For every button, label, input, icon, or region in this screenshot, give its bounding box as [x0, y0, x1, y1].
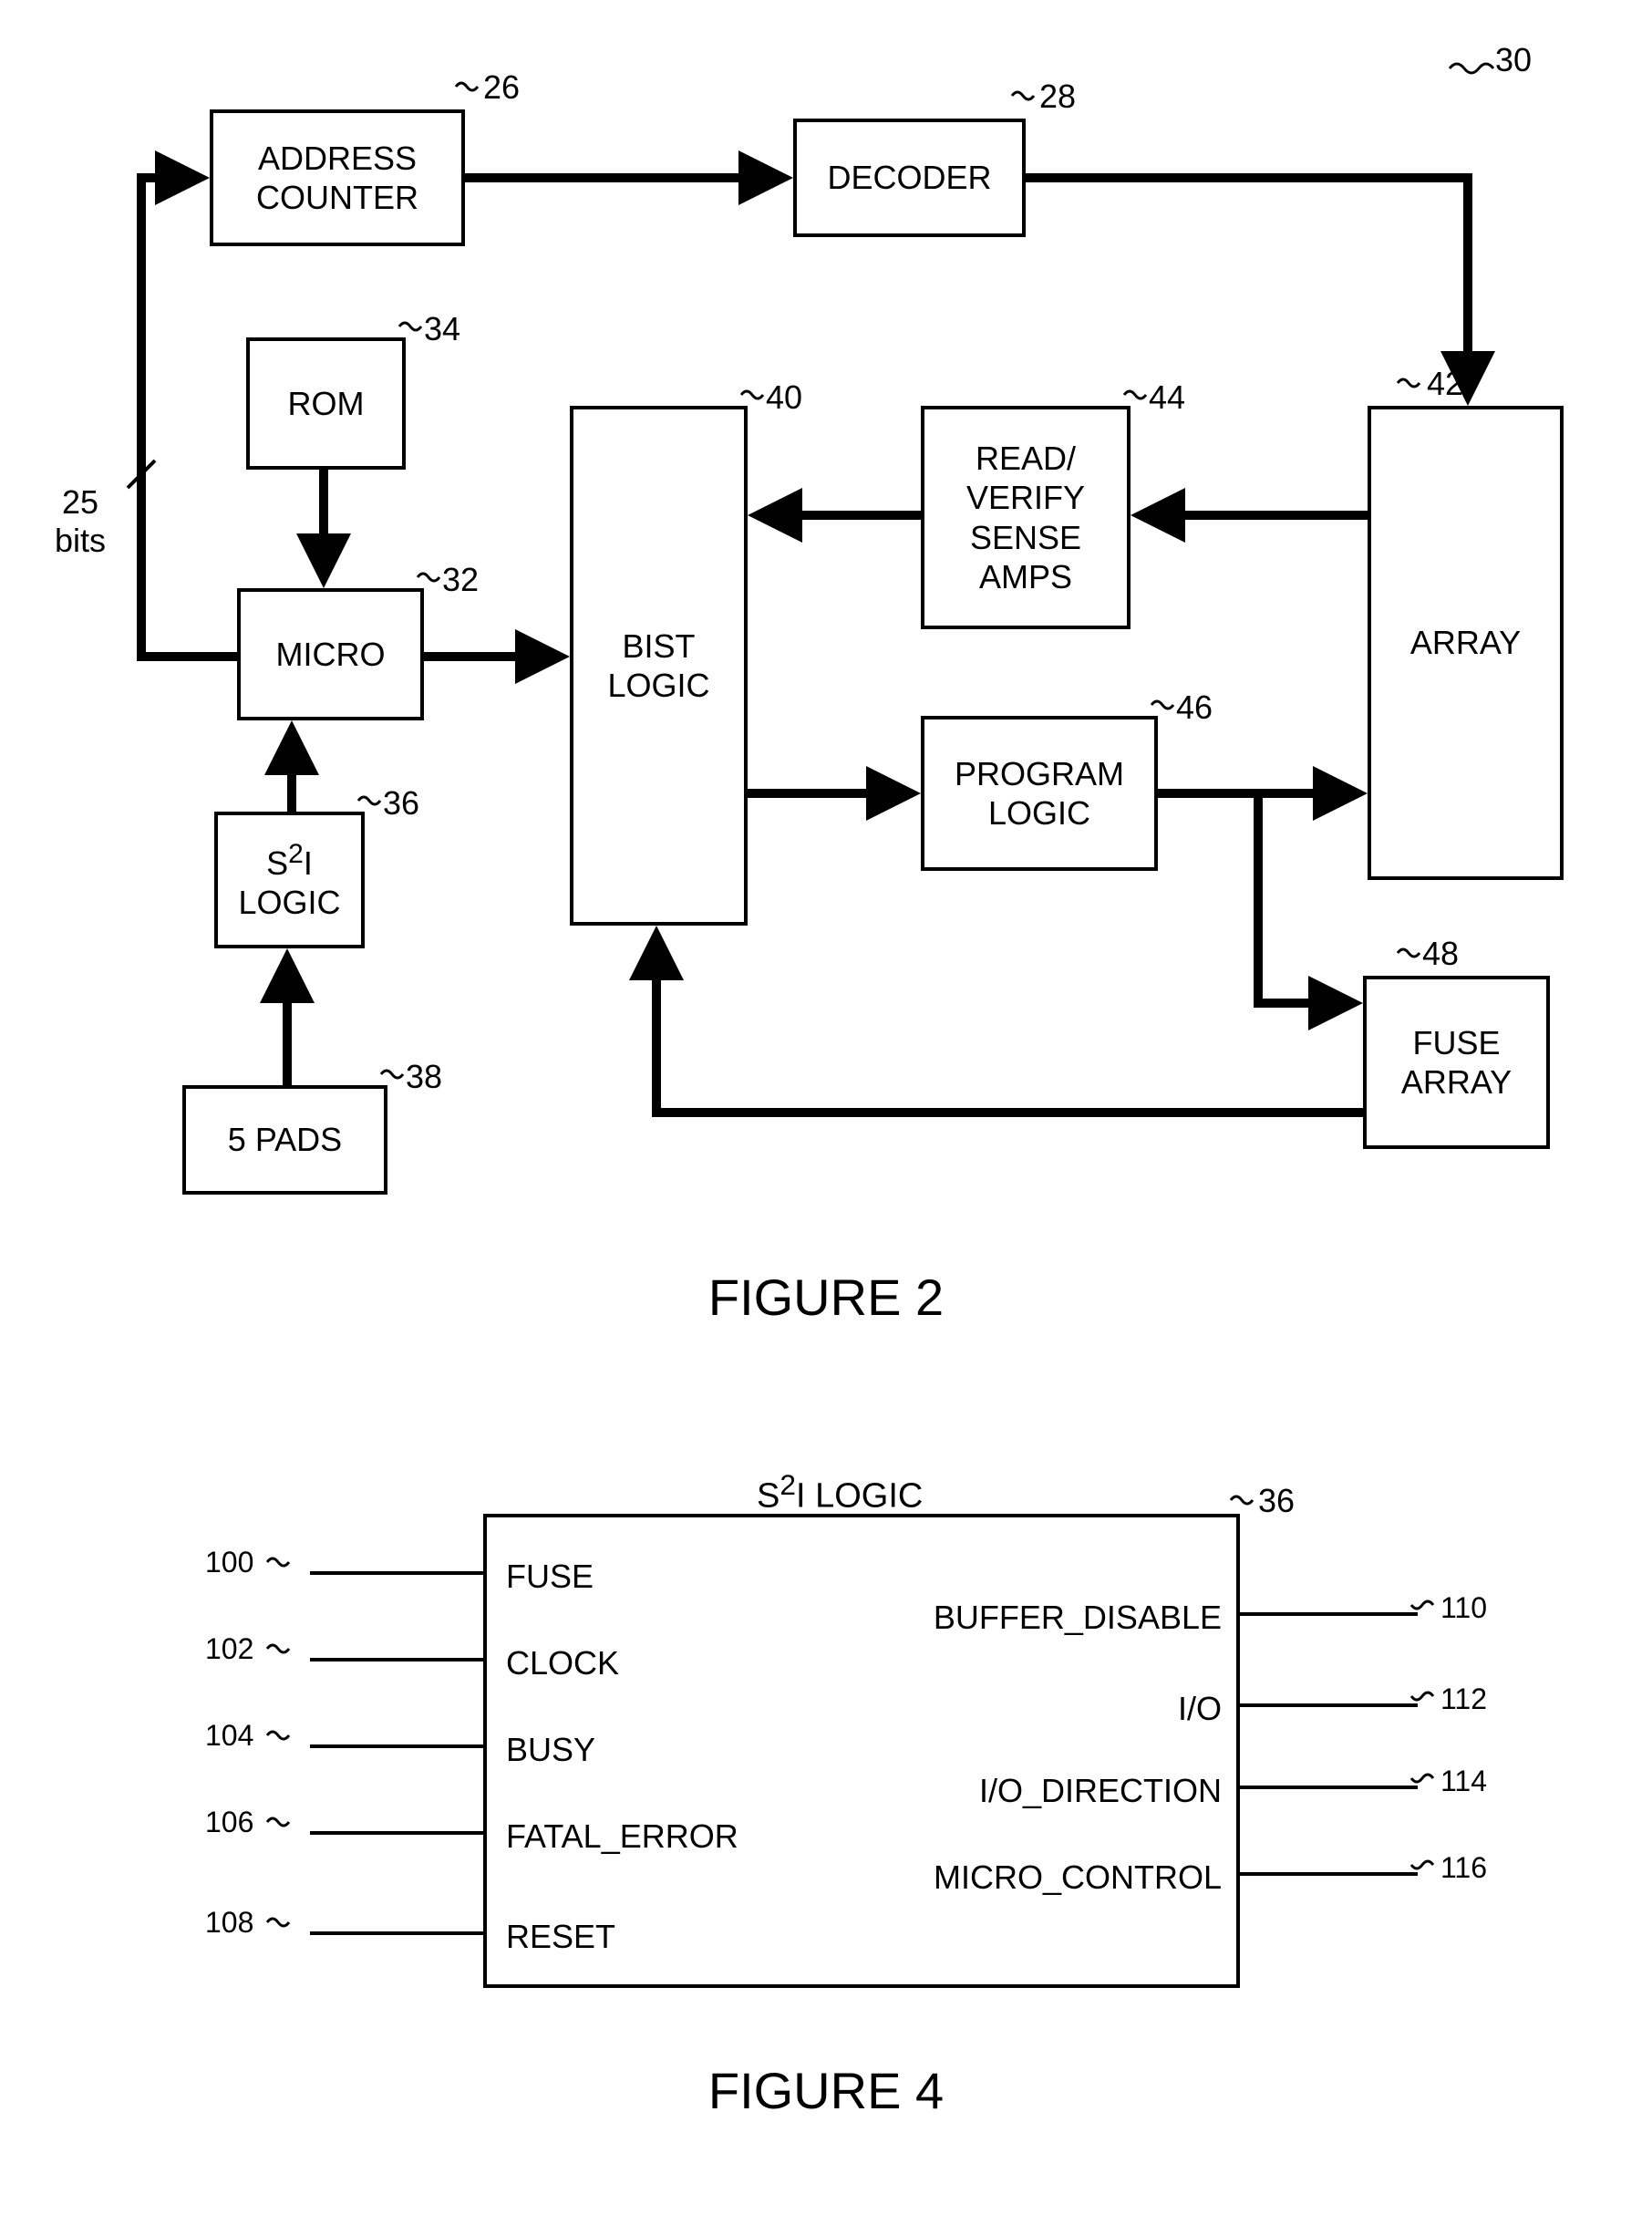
ref-36: 36: [383, 784, 419, 823]
block-five-pads: 5 PADS: [182, 1085, 387, 1195]
pin-io: I/O: [875, 1690, 1222, 1728]
pinnum-106: 106: [205, 1806, 253, 1839]
block-rom: ROM: [246, 337, 406, 470]
block-s2i-logic-fig4: [483, 1514, 1240, 1988]
ref-46: 46: [1176, 688, 1213, 727]
block-array: ARRAY: [1368, 406, 1564, 880]
block-read-verify: READ/ VERIFY SENSE AMPS: [921, 406, 1131, 629]
block-program-logic: PROGRAM LOGIC: [921, 716, 1158, 871]
page: ADDRESS COUNTER DECODER ROM MICRO S2ILOG…: [0, 0, 1652, 2236]
pin-clock: CLOCK: [506, 1644, 619, 1682]
ref-48: 48: [1422, 935, 1459, 973]
pin-busy: BUSY: [506, 1731, 595, 1769]
ref-40: 40: [766, 378, 802, 417]
block-s2i-logic: S2ILOGIC: [214, 812, 365, 948]
pin-reset: RESET: [506, 1918, 615, 1956]
block-micro: MICRO: [237, 588, 424, 720]
pinnum-104: 104: [205, 1719, 253, 1753]
pinnum-116: 116: [1440, 1851, 1487, 1885]
ref-30: 30: [1495, 41, 1532, 79]
pinnum-112: 112: [1440, 1682, 1487, 1716]
pin-buffer-disable: BUFFER_DISABLE: [875, 1599, 1222, 1637]
pin-io-direction: I/O_DIRECTION: [875, 1772, 1222, 1810]
block-decoder: DECODER: [793, 119, 1026, 237]
block-fuse-array: FUSE ARRAY: [1363, 976, 1550, 1149]
pinnum-100: 100: [205, 1546, 253, 1579]
block-bist-logic: BIST LOGIC: [570, 406, 748, 926]
s2i-label: S2ILOGIC: [238, 838, 340, 922]
pin-micro-control: MICRO_CONTROL: [875, 1858, 1222, 1897]
pinnum-110: 110: [1440, 1591, 1487, 1625]
pinnum-114: 114: [1440, 1765, 1487, 1798]
figure4-caption: FIGURE 4: [0, 2061, 1652, 2120]
ref-38: 38: [406, 1058, 442, 1096]
pinnum-102: 102: [205, 1632, 253, 1666]
pin-fatal-error: FATAL_ERROR: [506, 1817, 738, 1856]
ref-26: 26: [483, 68, 520, 107]
pin-fuse: FUSE: [506, 1558, 594, 1596]
ref-36-fig4: 36: [1258, 1482, 1295, 1520]
pinnum-108: 108: [205, 1906, 253, 1940]
ref-28: 28: [1039, 78, 1076, 116]
figure2-caption: FIGURE 2: [0, 1268, 1652, 1327]
ref-42: 42: [1427, 365, 1463, 403]
slash-25bits: 25 bits: [55, 483, 106, 560]
fig4-title: S2I LOGIC: [757, 1468, 923, 1517]
ref-44: 44: [1149, 378, 1185, 417]
block-address-counter: ADDRESS COUNTER: [210, 109, 465, 246]
ref-32: 32: [442, 561, 479, 599]
ref-34: 34: [424, 310, 460, 348]
